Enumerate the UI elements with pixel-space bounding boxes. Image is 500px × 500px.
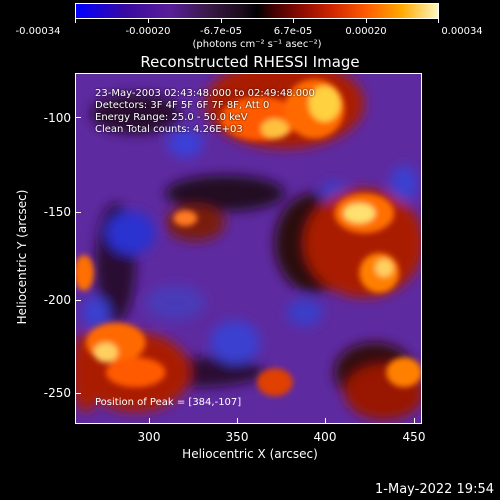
x-tick bbox=[149, 418, 150, 424]
y-tick bbox=[75, 212, 81, 213]
y-tick-label: -200 bbox=[43, 293, 71, 307]
colorbar bbox=[75, 3, 439, 19]
x-tick-label: 450 bbox=[402, 430, 426, 444]
y-tick bbox=[75, 117, 81, 118]
colorbar-tick bbox=[148, 18, 149, 23]
x-tick bbox=[237, 418, 238, 424]
colorbar-tick bbox=[75, 18, 76, 23]
x-tick-label: 400 bbox=[313, 430, 337, 444]
annotation-clean-counts: Clean Total counts: 4.26E+03 bbox=[95, 124, 243, 135]
plot-title: Reconstructed RHESSI Image bbox=[140, 53, 360, 71]
colorbar-tick bbox=[438, 18, 439, 23]
colorbar-tick bbox=[366, 18, 367, 23]
colorbar-label: 0.00034 bbox=[441, 26, 483, 37]
colorbar-units: (photons cm⁻² s⁻¹ asec⁻²) bbox=[192, 39, 322, 50]
x-tick bbox=[325, 418, 326, 424]
x-tick bbox=[414, 418, 415, 424]
y-tick-label: -100 bbox=[43, 111, 71, 125]
colorbar-label: 0.00020 bbox=[345, 26, 387, 37]
annotation-time-range: 23-May-2003 02:43:48.000 to 02:49:48.000 bbox=[95, 88, 315, 99]
annotation-energy-range: Energy Range: 25.0 - 50.0 keV bbox=[95, 112, 248, 123]
rhessi-image bbox=[76, 74, 421, 423]
y-tick bbox=[75, 300, 81, 301]
colorbar-tick bbox=[221, 18, 222, 23]
y-tick-label: -250 bbox=[43, 386, 71, 400]
annotation-detectors: Detectors: 3F 4F 5F 6F 7F 8F, Att 0 bbox=[95, 100, 270, 111]
colorbar-label: 6.7e-05 bbox=[273, 26, 313, 37]
x-axis-label: Heliocentric X (arcsec) bbox=[182, 447, 318, 461]
colorbar-label: -0.00020 bbox=[125, 26, 171, 37]
x-tick-label: 350 bbox=[225, 430, 249, 444]
x-tick-label: 300 bbox=[137, 430, 161, 444]
y-axis-label: Heliocentric Y (arcsec) bbox=[15, 189, 29, 325]
annotation-peak-position: Position of Peak = [384,-107] bbox=[95, 397, 242, 408]
y-tick bbox=[75, 393, 81, 394]
y-tick-label: -150 bbox=[43, 205, 71, 219]
image-plot bbox=[75, 73, 422, 424]
colorbar-label: -0.00034 bbox=[15, 26, 61, 37]
colorbar-label: -6.7e-05 bbox=[200, 26, 242, 37]
colorbar-tick bbox=[293, 18, 294, 23]
footer-timestamp: 1-May-2022 19:54 bbox=[375, 482, 494, 497]
